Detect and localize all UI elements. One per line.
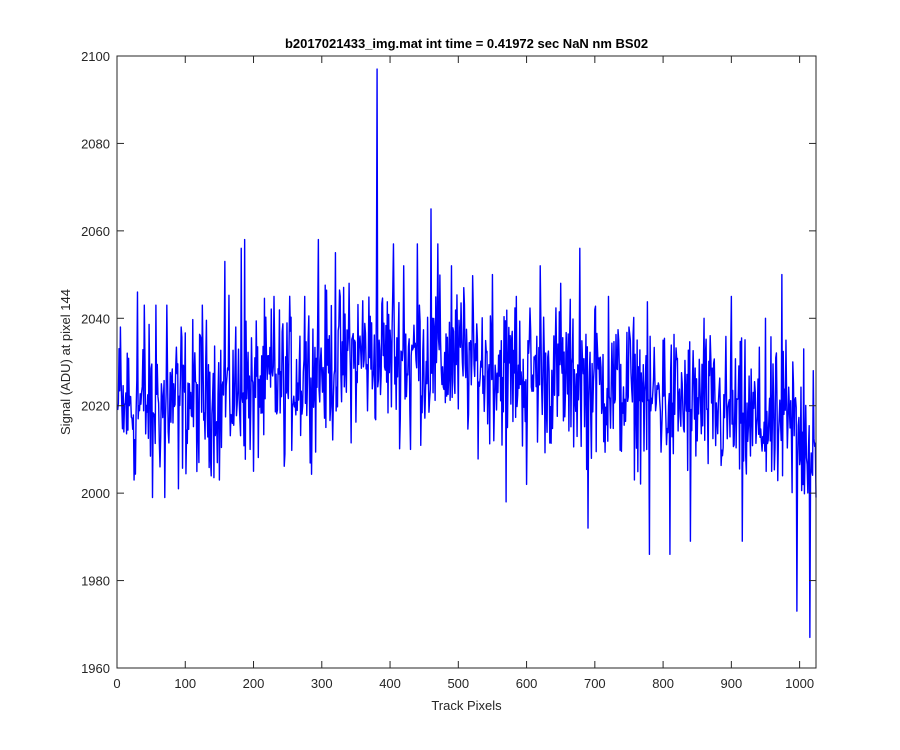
- x-tick-label: 100: [174, 676, 196, 691]
- x-tick-label: 0: [113, 676, 120, 691]
- x-axis-label: Track Pixels: [431, 698, 502, 713]
- x-tick-label: 900: [721, 676, 743, 691]
- x-tick-label: 1000: [785, 676, 814, 691]
- y-tick-label: 2080: [81, 136, 110, 151]
- x-tick-label: 400: [379, 676, 401, 691]
- x-axis: 0 100 200 300 400 500 600 700 800 900 1000: [113, 56, 814, 691]
- y-tick-label: 1980: [81, 574, 110, 589]
- x-tick-label: 500: [447, 676, 469, 691]
- y-tick-label: 2000: [81, 486, 110, 501]
- y-axis-label: Signal (ADU) at pixel 144: [58, 289, 73, 435]
- series-line: [116, 68, 817, 639]
- chart-title: b2017021433_img.mat int time = 0.41972 s…: [285, 36, 648, 51]
- x-tick-label: 600: [516, 676, 538, 691]
- x-tick-label: 800: [652, 676, 674, 691]
- x-tick-label: 300: [311, 676, 333, 691]
- y-axis: 1960 1980 2000 2020 2040 2060 2080 2100: [81, 49, 816, 676]
- y-tick-label: 2020: [81, 399, 110, 414]
- axes-box: [116, 55, 817, 669]
- y-tick-label: 2100: [81, 49, 110, 64]
- y-tick-label: 2040: [81, 311, 110, 326]
- x-tick-label: 200: [243, 676, 265, 691]
- y-tick-label: 2060: [81, 224, 110, 239]
- y-tick-label: 1960: [81, 661, 110, 676]
- x-tick-label: 700: [584, 676, 606, 691]
